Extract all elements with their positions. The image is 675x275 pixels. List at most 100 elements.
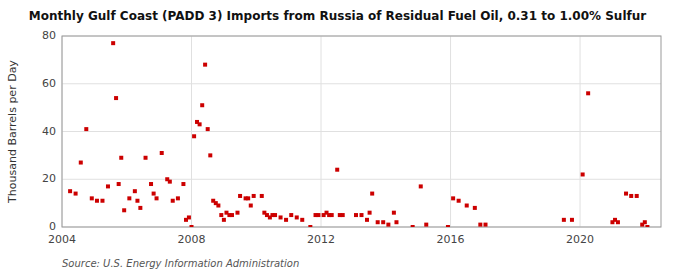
point — [289, 213, 293, 217]
point — [79, 161, 83, 165]
point — [424, 223, 428, 227]
x-grid-line — [191, 36, 192, 227]
point — [643, 220, 647, 224]
point — [160, 151, 164, 155]
y-tick-label: 60 — [42, 77, 56, 90]
point — [478, 223, 482, 227]
point — [341, 213, 345, 217]
points — [68, 41, 649, 227]
point — [394, 220, 398, 224]
point — [168, 180, 172, 184]
x-grid-line — [580, 36, 581, 227]
point — [135, 199, 139, 203]
x-tick-label: 2004 — [48, 233, 76, 246]
x-tick-label: 2008 — [178, 233, 206, 246]
point — [370, 192, 374, 196]
point — [316, 213, 320, 217]
x-grid-line — [450, 36, 451, 227]
title: Monthly Gulf Coast (PADD 3) Imports from… — [29, 9, 646, 23]
point — [200, 103, 204, 107]
y-grid-line — [62, 131, 661, 132]
point — [570, 218, 574, 222]
chart-svg: 0 20 40 60 80 2004 2008 2012 2016 2020 Monthly Gul… — [0, 0, 675, 275]
point — [365, 218, 369, 222]
point — [206, 127, 210, 131]
point — [411, 225, 415, 227]
point — [260, 194, 264, 198]
point — [419, 184, 423, 188]
point — [119, 156, 123, 160]
point — [295, 215, 299, 219]
point — [645, 225, 649, 227]
point — [376, 220, 380, 224]
point — [235, 211, 239, 215]
point — [581, 172, 585, 176]
point — [386, 223, 390, 227]
point — [216, 204, 220, 208]
point — [155, 196, 159, 200]
y-grid-line — [62, 179, 661, 180]
point — [354, 213, 358, 217]
point — [127, 196, 131, 200]
point — [222, 218, 226, 222]
y-axis-label: Thousand Barrels per Day — [6, 60, 19, 204]
point — [95, 199, 99, 203]
point — [586, 91, 590, 95]
annotation: Source: U.S. Energy Information Administ… — [62, 258, 299, 269]
x-tick-label: 2016 — [437, 233, 465, 246]
chart-container: 0 20 40 60 80 2004 2008 2012 2016 2020 Monthly Gul… — [0, 0, 675, 275]
point — [117, 182, 121, 186]
point — [457, 199, 461, 203]
x-tick-label: 2020 — [566, 233, 594, 246]
point — [90, 196, 94, 200]
point — [238, 194, 242, 198]
point — [624, 192, 628, 196]
point — [190, 225, 194, 227]
point — [635, 194, 639, 198]
point — [473, 206, 477, 210]
point — [219, 213, 223, 217]
point — [100, 199, 104, 203]
point — [149, 182, 153, 186]
plot-background — [62, 36, 661, 227]
point — [616, 220, 620, 224]
point — [171, 199, 175, 203]
point — [451, 196, 455, 200]
point — [111, 41, 115, 45]
point — [284, 218, 288, 222]
point — [252, 194, 256, 198]
point — [144, 156, 148, 160]
x-tick-label: 2012 — [307, 233, 335, 246]
y-grid-line — [62, 83, 661, 84]
point — [465, 204, 469, 208]
point — [122, 208, 126, 212]
point — [484, 223, 488, 227]
point — [68, 189, 72, 193]
point — [308, 225, 312, 227]
point — [187, 215, 191, 219]
point — [368, 211, 372, 215]
y-tick-label: 20 — [42, 172, 56, 185]
point — [562, 218, 566, 222]
point — [133, 189, 137, 193]
point — [335, 168, 339, 172]
point — [198, 122, 202, 126]
point — [138, 206, 142, 210]
y-tick-label: 0 — [49, 220, 56, 233]
point — [106, 184, 110, 188]
grid — [62, 36, 661, 227]
point — [192, 134, 196, 138]
plot-frame — [62, 36, 661, 227]
point — [629, 194, 633, 198]
point — [360, 213, 364, 217]
point — [230, 213, 234, 217]
point — [392, 211, 396, 215]
point — [273, 213, 277, 217]
y-tick-label: 40 — [42, 125, 56, 138]
point — [114, 96, 118, 100]
y-tick-label: 80 — [42, 29, 56, 42]
point — [300, 218, 304, 222]
x-grid-line — [321, 36, 322, 227]
point — [84, 127, 88, 131]
point — [279, 215, 283, 219]
